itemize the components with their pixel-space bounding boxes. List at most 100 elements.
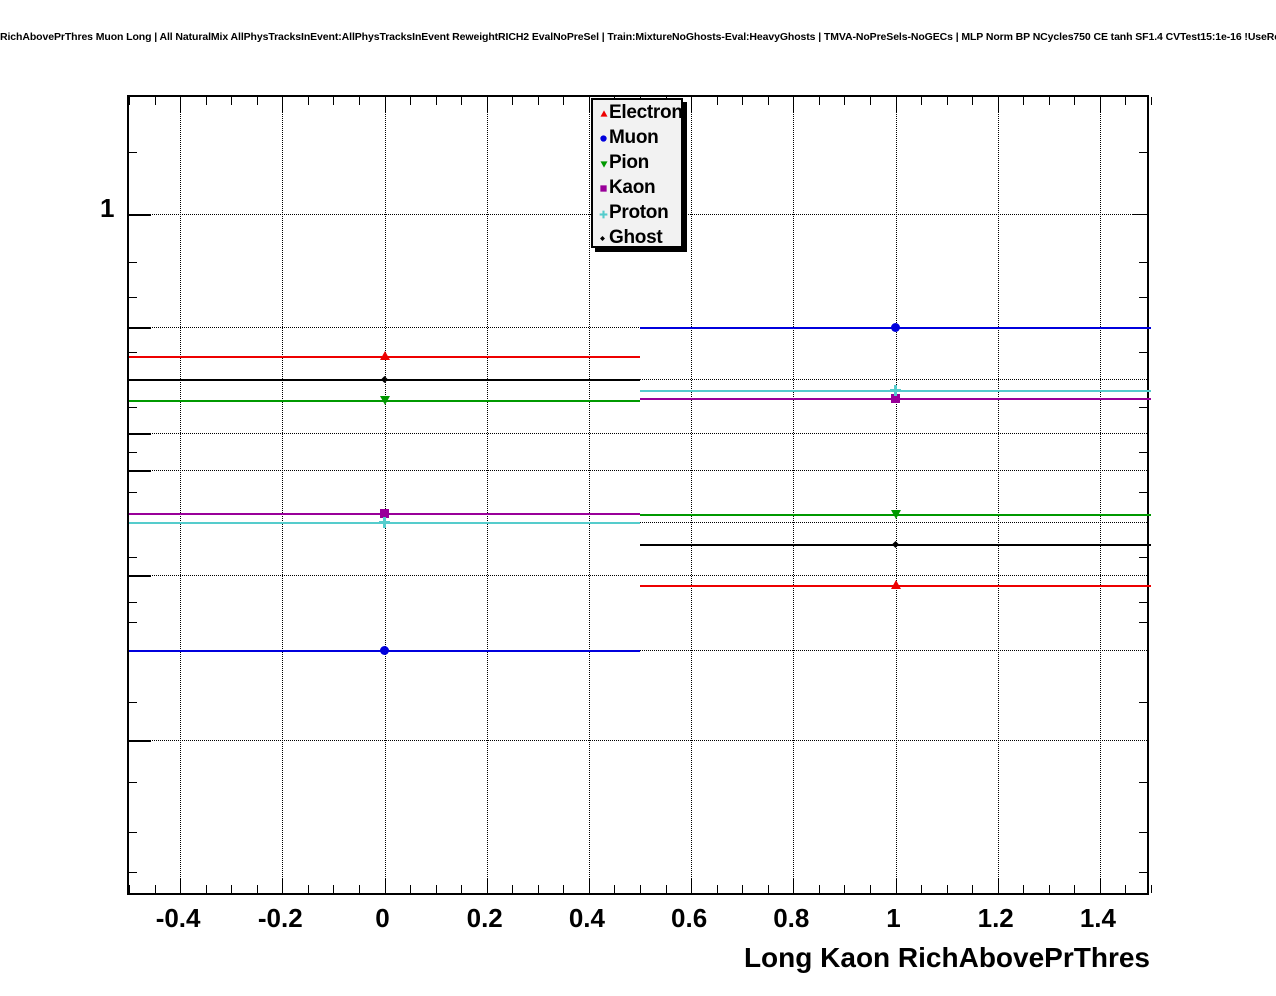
- x-axis-minor-tick: [742, 97, 744, 105]
- y-axis-minor-tick: [129, 327, 151, 329]
- x-axis-major-tick: [486, 97, 488, 112]
- x-axis-minor-tick: [767, 97, 769, 105]
- legend-marker-slot: [595, 100, 609, 125]
- x-axis-minor-tick: [461, 885, 463, 893]
- x-axis-minor-tick: [1125, 97, 1127, 105]
- marker-cross-bar-v: [383, 516, 386, 528]
- x-axis-minor-tick: [1074, 97, 1076, 105]
- legend-marker-slot: [595, 150, 609, 175]
- x-axis-minor-tick: [537, 885, 539, 893]
- x-axis-major-tick: [180, 878, 182, 893]
- x-axis-major-tick: [588, 97, 590, 112]
- vertical-gridline: [384, 97, 386, 893]
- x-axis-minor-tick: [716, 97, 718, 105]
- x-axis-major-tick: [180, 97, 182, 112]
- x-axis-minor-tick: [614, 885, 616, 893]
- marker-triangle-up-icon[interactable]: [890, 580, 901, 589]
- horizontal-gridline: [129, 740, 1147, 741]
- marker-circle-icon[interactable]: [891, 322, 900, 332]
- x-axis-minor-tick: [1048, 885, 1050, 893]
- y-axis-minor-tick: [1139, 407, 1147, 408]
- x-axis-major-tick: [895, 97, 897, 112]
- marker-diamond-icon[interactable]: [891, 540, 900, 548]
- marker-diamond-icon: [600, 235, 606, 241]
- legend-marker-slot: [595, 125, 609, 150]
- marker-triangle-down-icon[interactable]: [379, 396, 390, 405]
- legend-item-label: Electron: [609, 102, 683, 123]
- legend-item-kaon[interactable]: Kaon: [593, 175, 681, 200]
- x-axis-minor-tick: [512, 97, 514, 105]
- x-axis-minor-tick: [716, 885, 718, 893]
- legend[interactable]: Electron Muon Pion Kaon Proton Ghost: [591, 98, 683, 248]
- marker-square-icon[interactable]: [891, 393, 900, 403]
- vertical-gridline: [588, 97, 590, 893]
- plot-canvas: [129, 97, 1152, 893]
- x-axis-minor-tick: [154, 885, 156, 893]
- x-axis-minor-tick: [435, 885, 437, 893]
- vertical-gridline: [486, 97, 488, 893]
- y-axis-minor-tick: [1139, 602, 1147, 603]
- x-axis-minor-tick: [1125, 885, 1127, 893]
- x-axis-tick-label: 0.8: [773, 903, 810, 933]
- marker-square-icon: [600, 185, 607, 193]
- marker-diamond-icon[interactable]: [380, 375, 389, 383]
- x-axis-minor-tick: [767, 885, 769, 893]
- y-axis-minor-tick: [129, 557, 137, 558]
- marker-cross-bar-v: [894, 384, 897, 396]
- y-axis-minor-tick: [129, 262, 137, 263]
- x-axis-major-tick: [384, 878, 386, 893]
- horizontal-gridline: [129, 470, 1147, 471]
- legend-marker-slot: [595, 225, 609, 250]
- x-axis-minor-tick: [844, 885, 846, 893]
- x-axis-minor-tick: [154, 97, 156, 105]
- x-axis-minor-tick: [844, 97, 846, 105]
- x-axis-minor-tick: [1151, 97, 1152, 105]
- y-axis-minor-tick: [1139, 872, 1147, 873]
- vertical-gridline: [793, 97, 795, 893]
- x-axis-minor-tick: [358, 97, 360, 105]
- x-axis-minor-tick: [410, 885, 412, 893]
- legend-item-electron[interactable]: Electron: [593, 100, 683, 125]
- y-axis-minor-tick: [129, 407, 137, 408]
- legend-item-pion[interactable]: Pion: [593, 150, 681, 175]
- x-axis-minor-tick: [818, 885, 820, 893]
- y-axis-minor-tick: [1139, 557, 1147, 558]
- marker-triangle-up-icon[interactable]: [379, 351, 390, 360]
- legend-item-proton[interactable]: Proton: [593, 200, 681, 225]
- marker-triangle-up-icon: [600, 110, 607, 117]
- x-axis-minor-tick: [869, 97, 871, 105]
- marker-circle-icon[interactable]: [380, 645, 389, 655]
- x-axis-minor-tick: [1048, 97, 1050, 105]
- x-axis-minor-tick: [307, 97, 309, 105]
- marker-cross-icon[interactable]: [379, 516, 390, 528]
- x-axis-tick-label: 1.4: [1079, 903, 1116, 933]
- legend-item-ghost[interactable]: Ghost: [593, 225, 681, 250]
- marker-triangle-down-icon[interactable]: [890, 510, 901, 519]
- vertical-gridline: [180, 97, 182, 893]
- legend-marker-slot: [595, 200, 609, 225]
- x-axis-tick-label: 0.6: [671, 903, 708, 933]
- y-axis-minor-tick: [1139, 352, 1147, 353]
- x-axis-minor-tick: [946, 885, 948, 893]
- x-axis-major-tick: [384, 97, 386, 112]
- x-axis-minor-tick: [256, 97, 258, 105]
- x-axis-minor-tick: [358, 885, 360, 893]
- x-axis-title: Long Kaon RichAbovePrThres: [743, 942, 1150, 973]
- x-axis-minor-tick: [665, 885, 667, 893]
- x-axis-minor-tick: [435, 97, 437, 105]
- x-axis-major-tick: [1099, 878, 1101, 893]
- y-axis-minor-tick: [1139, 452, 1147, 453]
- y-axis-minor-tick: [129, 214, 151, 216]
- y-axis-minor-tick: [129, 452, 137, 453]
- x-axis-tick-label: -0.2: [257, 903, 303, 933]
- x-axis-tick-label: 1.2: [977, 903, 1014, 933]
- legend-item-muon[interactable]: Muon: [593, 125, 681, 150]
- marker-square-icon[interactable]: [380, 508, 389, 518]
- y-axis-minor-tick: [129, 832, 137, 833]
- y-axis-minor-tick: [129, 702, 137, 703]
- y-axis-minor-tick: [129, 740, 151, 742]
- x-axis-tick-label: 0.2: [466, 903, 503, 933]
- x-axis-major-tick: [997, 97, 999, 112]
- marker-cross-icon[interactable]: [890, 384, 901, 396]
- x-axis-minor-tick: [333, 885, 335, 893]
